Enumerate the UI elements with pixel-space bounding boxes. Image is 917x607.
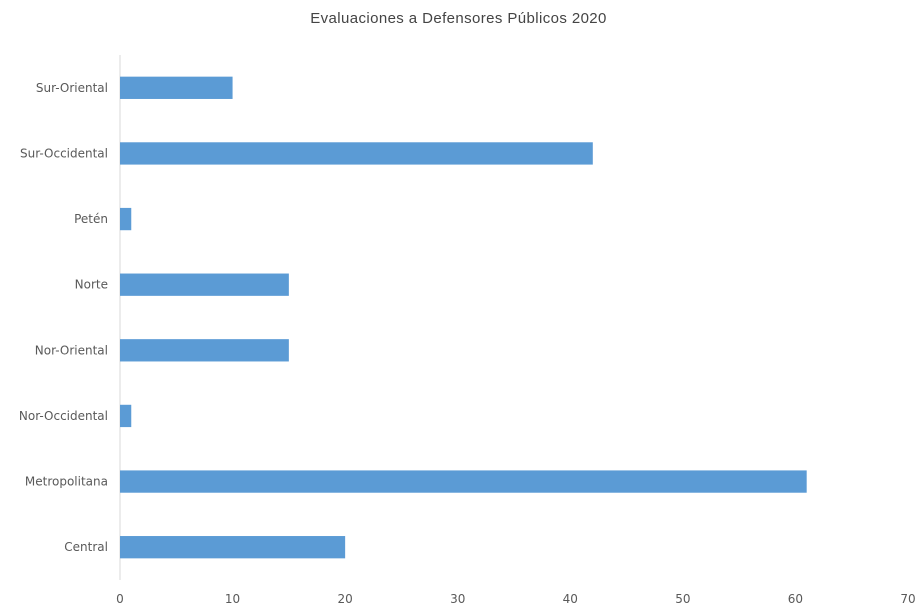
category-label: Metropolitana	[25, 475, 108, 489]
bar-nor-oriental	[120, 339, 289, 362]
bar-metropolitana	[120, 470, 807, 493]
category-label: Central	[64, 540, 108, 554]
x-tick-label: 70	[900, 592, 915, 606]
bar-sur-oriental	[120, 76, 233, 99]
x-tick-label: 0	[116, 592, 124, 606]
category-label: Norte	[75, 278, 108, 292]
category-label: Sur-Occidental	[20, 146, 108, 160]
category-label: Nor-Occidental	[19, 409, 108, 423]
x-tick-label: 40	[563, 592, 578, 606]
x-tick-label: 60	[788, 592, 803, 606]
category-label: Nor-Oriental	[35, 343, 108, 357]
bar-central	[120, 536, 346, 559]
chart-title: Evaluaciones a Defensores Públicos 2020	[310, 10, 607, 27]
x-tick-label: 50	[675, 592, 690, 606]
bar-nor-occidental	[120, 404, 132, 428]
x-tick-label: 20	[338, 592, 353, 606]
bar-sur-occidental	[120, 142, 593, 165]
category-label: Petén	[74, 212, 108, 226]
category-label: Sur-Oriental	[36, 81, 108, 95]
bar-norte	[120, 273, 289, 296]
x-tick-label: 30	[450, 592, 465, 606]
x-tick-label: 10	[225, 592, 240, 606]
bar-pet-n	[120, 207, 132, 231]
